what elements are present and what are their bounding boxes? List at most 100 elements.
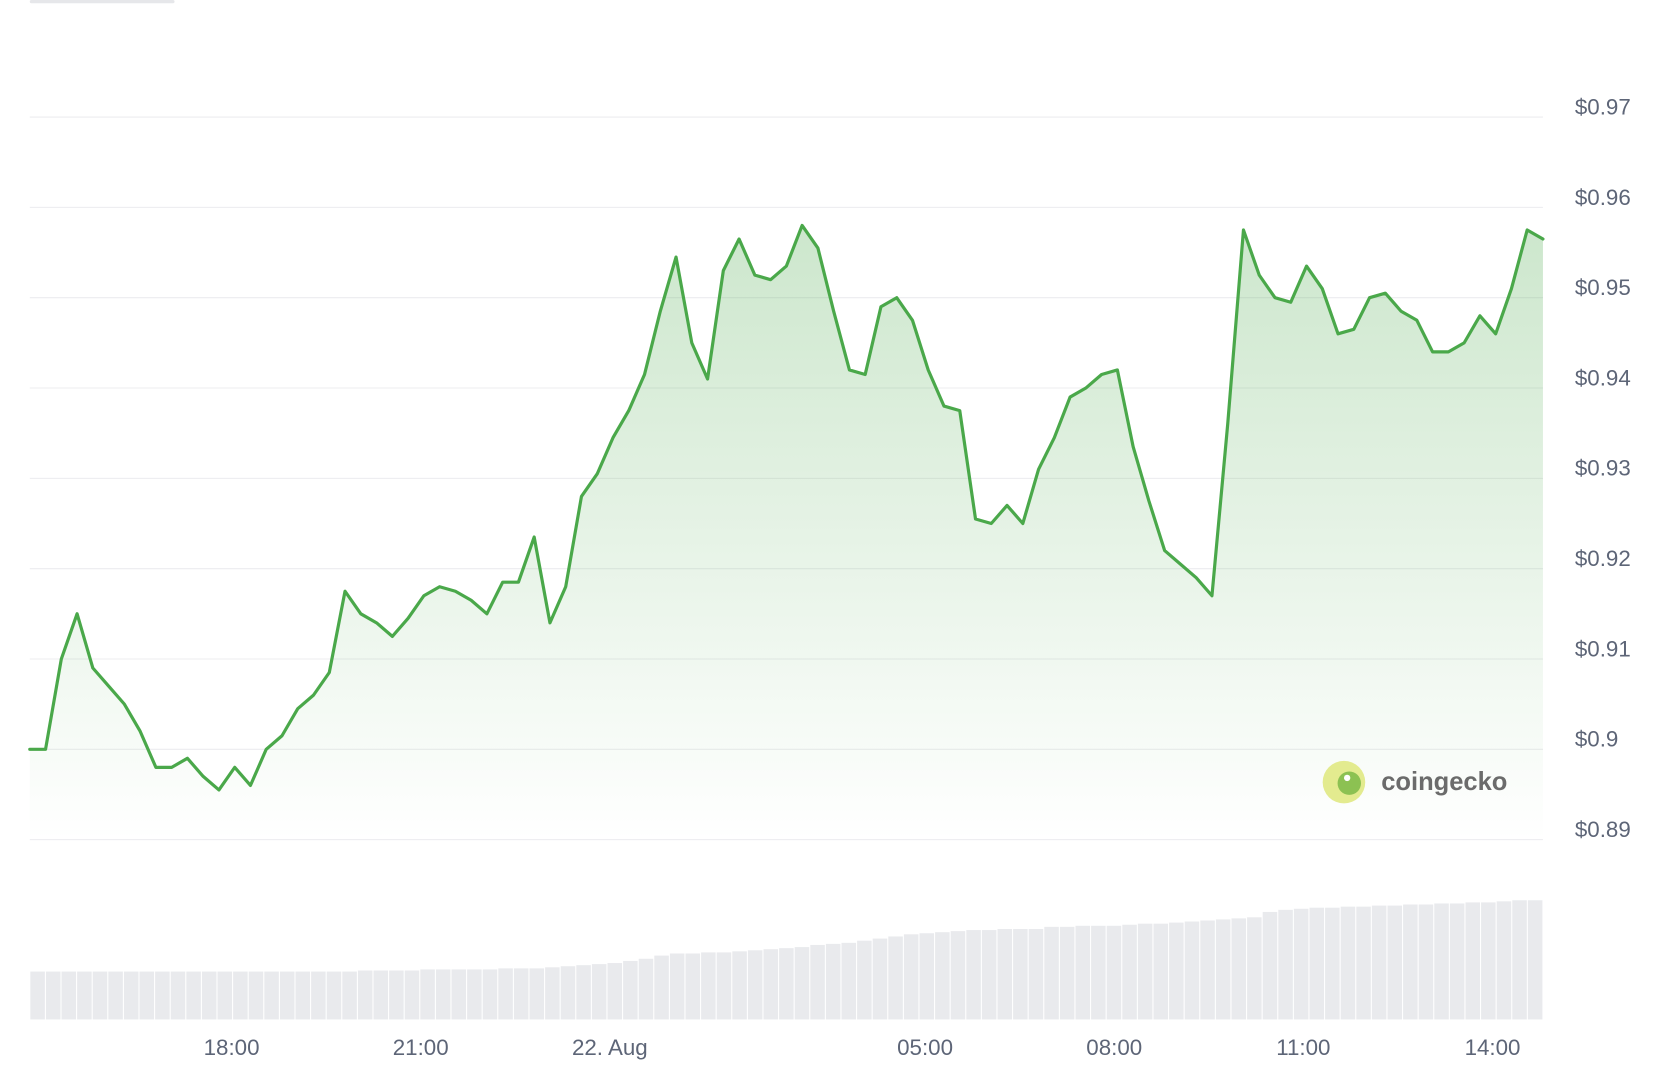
volume-bar: [513, 968, 529, 1020]
volume-bar: [435, 969, 451, 1020]
y-tick-label: $0.89: [1575, 817, 1631, 842]
volume-bar: [1356, 906, 1371, 1020]
volume-bar: [467, 969, 482, 1020]
volume-bar: [1449, 903, 1465, 1020]
volume-bar: [279, 971, 295, 1020]
volume-bar: [1091, 925, 1106, 1020]
y-tick-label: $0.9: [1575, 727, 1618, 752]
volume-bar: [1512, 900, 1527, 1020]
volume-bar: [950, 931, 966, 1020]
y-tick-label: $0.97: [1575, 94, 1631, 119]
volume-bar: [685, 953, 701, 1020]
volume-bar: [233, 971, 248, 1020]
volume-bar: [716, 952, 732, 1020]
volume-bar: [1153, 923, 1169, 1020]
volume-bar: [857, 940, 872, 1020]
price-line: [28, 223, 1545, 792]
volume-bar: [1247, 917, 1262, 1020]
volume-bar: [872, 938, 888, 1020]
volume-bar: [1044, 926, 1059, 1020]
y-tick-label: $0.94: [1575, 365, 1631, 390]
logo-icon-inner: [1337, 771, 1361, 795]
volume-bar: [420, 969, 435, 1020]
volume-bar: [732, 951, 747, 1020]
volume-bar: [903, 934, 919, 1020]
volume-bar: [607, 963, 623, 1020]
watermark-text: coingecko: [1381, 768, 1507, 796]
volume-bar: [1403, 904, 1418, 1020]
x-tick-label: 14:00: [1465, 1035, 1521, 1060]
volume-bar: [669, 953, 685, 1020]
volume-bar: [1231, 918, 1247, 1020]
volume-bar: [1465, 902, 1481, 1020]
volume-bar: [30, 971, 45, 1020]
volume-bar: [560, 966, 576, 1020]
volume-bar: [357, 970, 373, 1020]
volume-bar: [529, 968, 545, 1020]
volume-bar: [981, 930, 997, 1020]
tab-indicator: [29, 0, 175, 4]
volume-bar: [1418, 904, 1434, 1020]
volume-bar: [61, 971, 77, 1020]
volume-bar: [1013, 928, 1028, 1020]
volume-bar: [295, 971, 311, 1020]
volume-bar: [217, 971, 233, 1020]
volume-bar: [701, 952, 716, 1020]
volume-bar: [794, 947, 810, 1020]
volume-bar: [1262, 911, 1278, 1020]
volume-bar: [919, 933, 935, 1020]
volume-bar: [935, 932, 950, 1020]
volume-bar: [888, 936, 903, 1020]
volume-bar: [1496, 901, 1512, 1020]
volume-bar: [373, 970, 389, 1020]
volume-bar: [482, 969, 498, 1020]
volume-bar: [498, 968, 513, 1020]
volume-bar: [77, 971, 92, 1020]
y-tick-label: $0.96: [1575, 185, 1631, 210]
volume-bar: [1527, 900, 1543, 1020]
volume-bar: [1137, 923, 1153, 1020]
volume-bar: [264, 971, 279, 1020]
volume-bar: [248, 971, 264, 1020]
y-tick-label: $0.95: [1575, 275, 1631, 300]
volume-bar: [1028, 928, 1044, 1020]
volume-bar: [1200, 920, 1215, 1020]
x-tick-label: 05:00: [897, 1035, 953, 1060]
volume-bar: [1481, 902, 1496, 1020]
price-area: [29, 225, 1543, 840]
y-tick-label: $0.92: [1575, 546, 1631, 571]
volume-bar: [1340, 906, 1356, 1020]
volume-bar: [1325, 907, 1340, 1020]
volume-bar: [1434, 903, 1449, 1020]
volume-bar: [1122, 924, 1137, 1020]
volume-bar: [747, 950, 763, 1020]
x-tick-label: 18:00: [204, 1035, 260, 1060]
volume-bar: [966, 930, 981, 1020]
volume-bar: [1169, 922, 1184, 1020]
volume-bar: [825, 943, 841, 1020]
volume-bar: [654, 955, 669, 1020]
volume-bar: [1371, 905, 1387, 1020]
volume-bar: [1059, 926, 1075, 1020]
volume-bar: [1075, 925, 1091, 1020]
volume-bar: [326, 971, 342, 1020]
volume-bar: [810, 944, 825, 1020]
volume-bar: [638, 958, 654, 1020]
x-tick-label: 08:00: [1086, 1035, 1142, 1060]
volume-bar: [139, 971, 155, 1020]
volume-bar: [841, 942, 857, 1020]
y-tick-label: $0.91: [1575, 636, 1631, 661]
volume-bar: [170, 971, 186, 1020]
volume-bar: [1184, 921, 1200, 1020]
volume-bar: [311, 971, 326, 1020]
volume-bar: [389, 970, 404, 1020]
volume-bar: [623, 960, 638, 1020]
volume-bar: [591, 964, 607, 1020]
volume-bar: [576, 965, 591, 1020]
volume-bar: [155, 971, 170, 1020]
volume-bar: [201, 971, 217, 1020]
x-tick-label: 22. Aug: [572, 1035, 648, 1060]
watermark: coingecko: [1322, 760, 1507, 804]
volume-bar: [779, 948, 794, 1020]
